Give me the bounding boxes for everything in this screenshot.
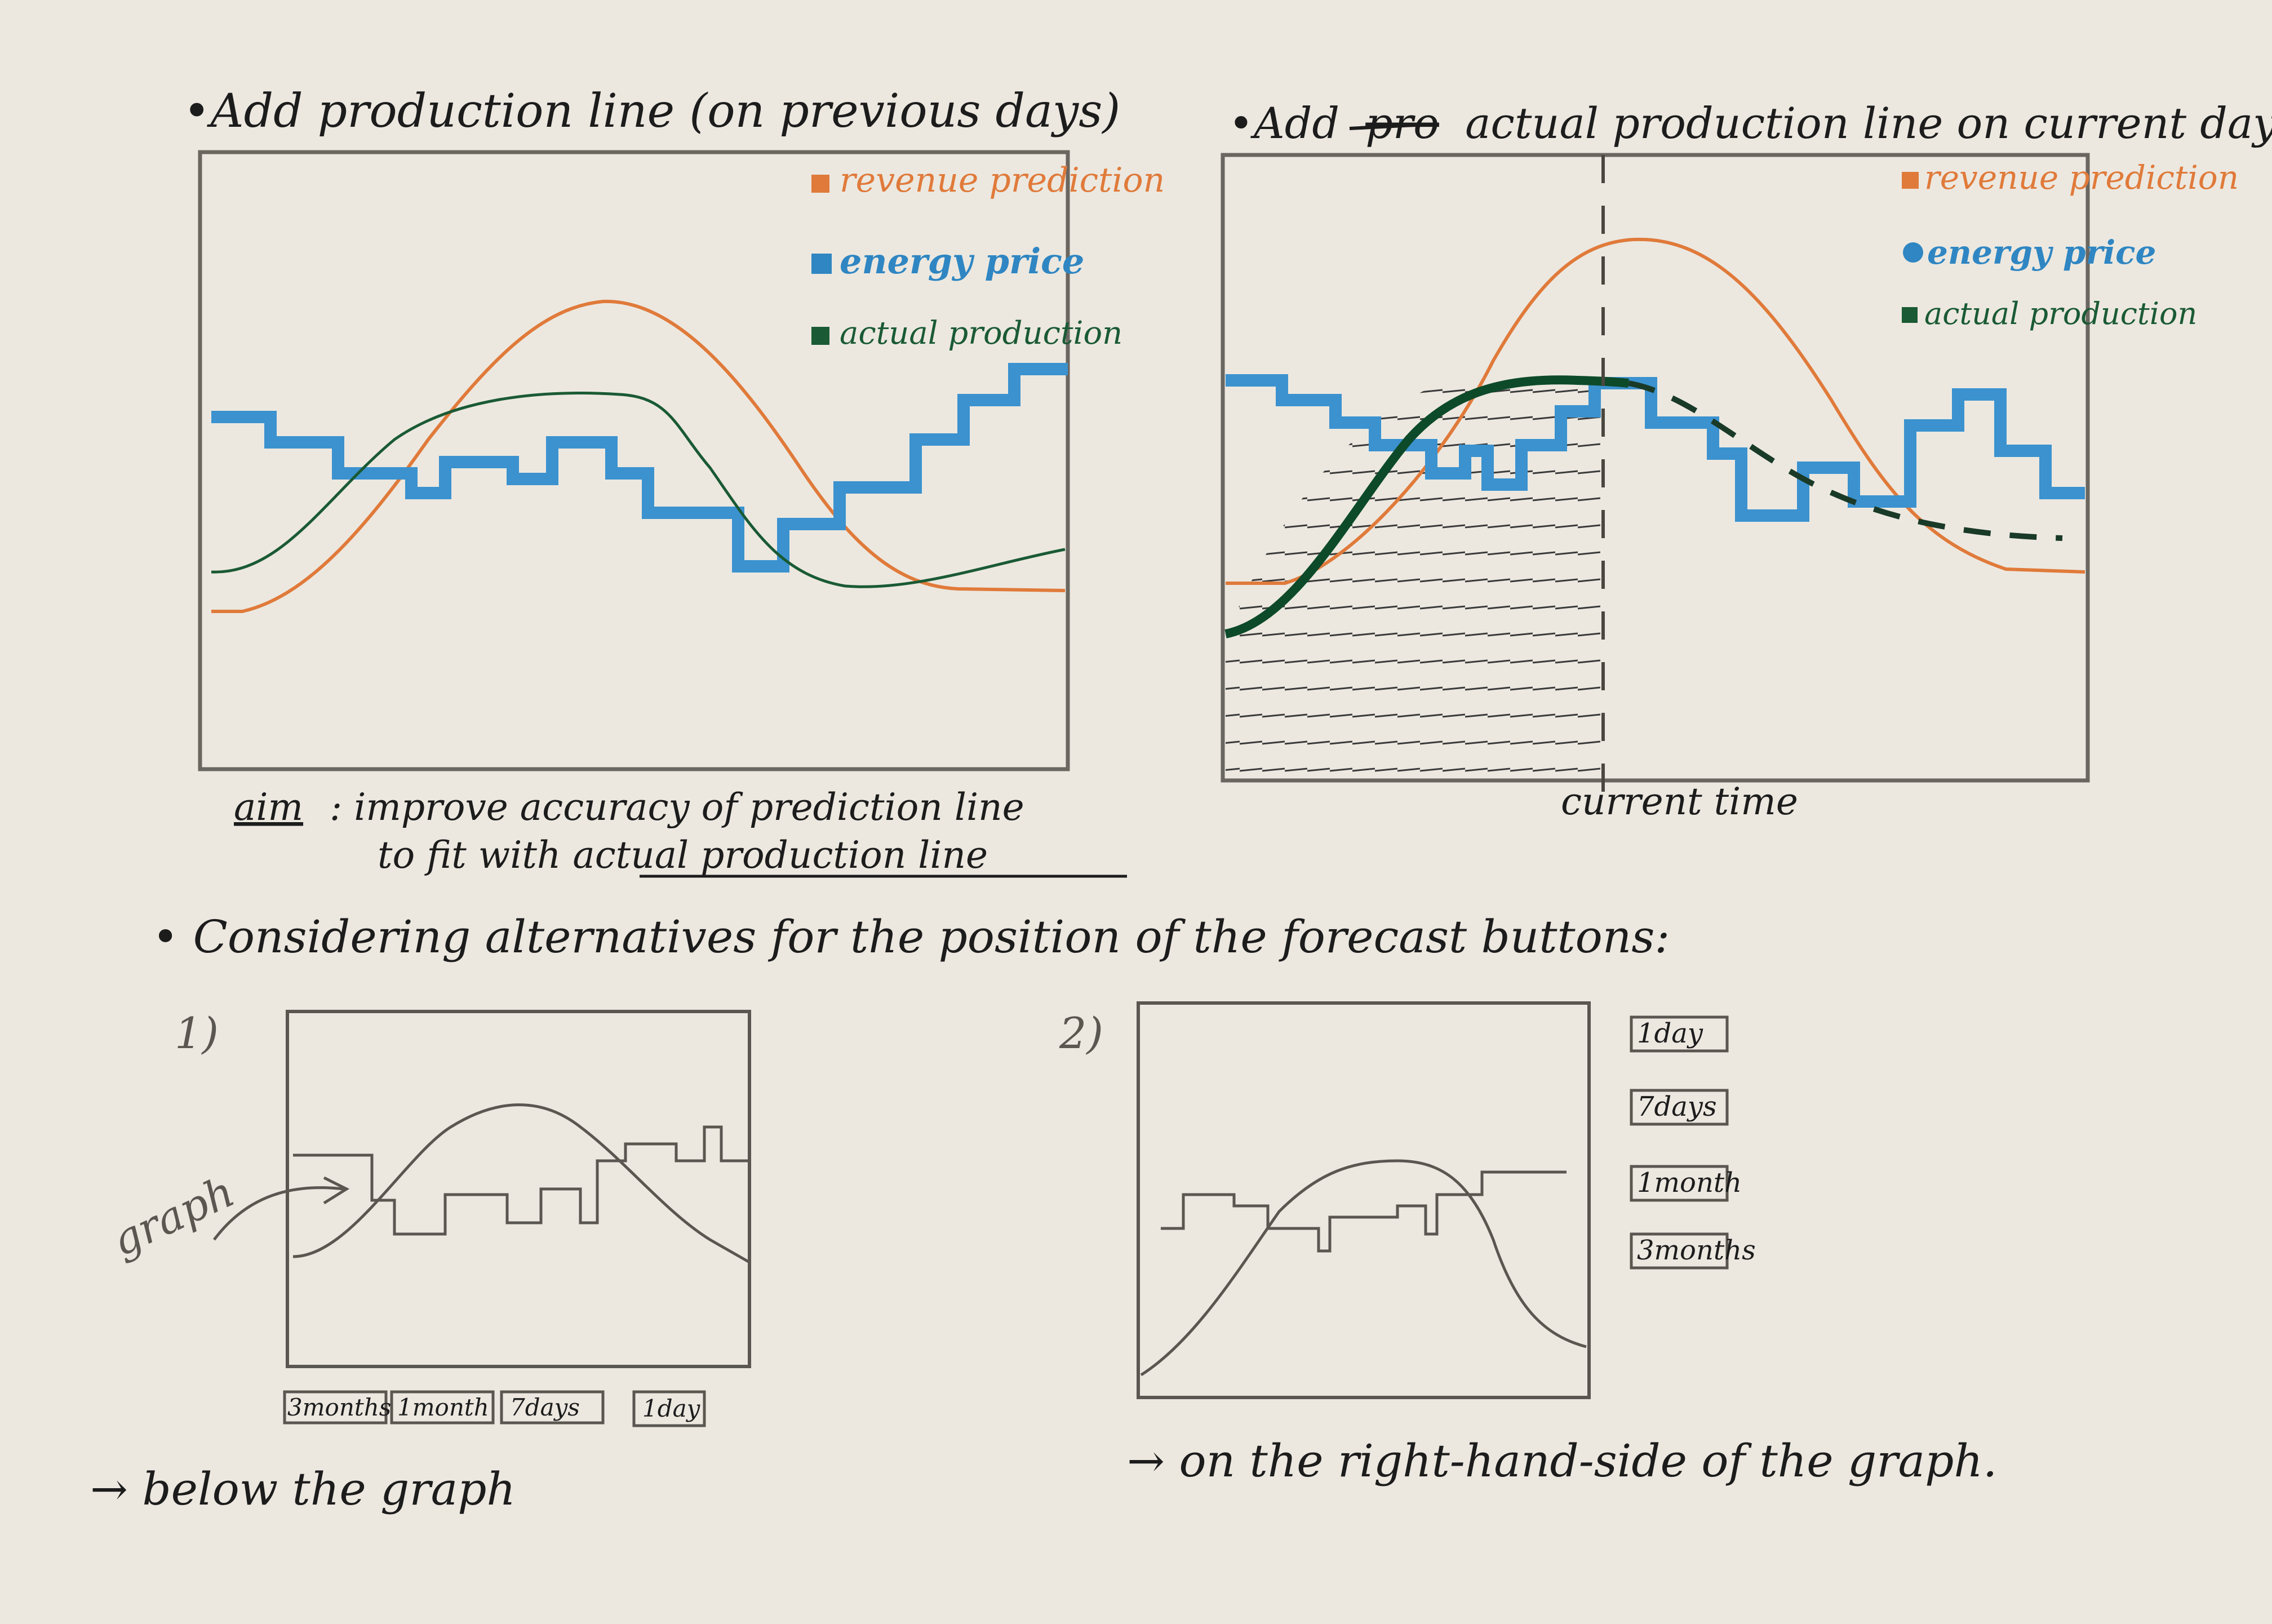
option-1-frame <box>286 1010 751 1368</box>
legend-swatch-production <box>1902 307 1918 323</box>
option-1-curve <box>292 1103 751 1264</box>
top-right-legend: revenue prediction energy price actual p… <box>1902 158 2239 331</box>
top-right-heading-struck: pro <box>1365 98 1439 148</box>
actual-production-curve <box>1224 375 1629 638</box>
revenue-curve <box>211 299 1066 613</box>
forecast-button-3months[interactable]: 3months <box>1630 1232 1756 1270</box>
aim-line-2: to fit with actual production line <box>378 833 988 877</box>
forecast-button-3months[interactable]: 3months <box>283 1390 391 1425</box>
option-2-number: 2) <box>1059 1008 1103 1058</box>
aim-label: aim <box>234 786 303 829</box>
forecast-button-1month[interactable]: 1month <box>390 1390 495 1425</box>
legend-swatch-revenue <box>1902 172 1919 189</box>
revenue-curve <box>1226 237 2085 585</box>
legend-swatch-energy <box>811 254 832 274</box>
option-1-buttons: 3months 1month 7days 1day <box>283 1390 706 1427</box>
aim-note: aim : improve accuracy of prediction lin… <box>234 786 1127 878</box>
forecast-button-3months-label: 3months <box>1637 1235 1756 1266</box>
forecast-button-7days-label: 7days <box>510 1394 580 1421</box>
top-right-frame <box>1221 153 2090 783</box>
option-1-number: 1) <box>175 1008 219 1058</box>
option-2-sketch: 2) 1day 7days 1month 3months → on the ri… <box>1059 1001 1997 1487</box>
forecast-button-1month-label: 1month <box>397 1394 489 1421</box>
legend-swatch-production <box>811 327 829 345</box>
option-2-caption: → on the right-hand-side of the graph. <box>1127 1435 1997 1487</box>
graph-arrow <box>213 1176 350 1241</box>
option-1-caption: → below the graph <box>90 1463 516 1515</box>
legend-revenue-label: revenue prediction <box>840 161 1165 200</box>
forecast-button-1month[interactable]: 1month <box>1630 1165 1742 1202</box>
top-right-heading: •Add pro actual production line on curre… <box>1228 98 2272 148</box>
top-left-heading: •Add production line (on previous days) <box>183 85 1120 138</box>
forecast-button-1day[interactable]: 1day <box>632 1390 706 1427</box>
top-left-legend: revenue prediction energy price actual p… <box>811 161 1165 352</box>
forecast-button-7days-label: 7days <box>1637 1091 1717 1122</box>
forecast-button-1month-label: 1month <box>1637 1167 1742 1199</box>
legend-energy-label: energy price <box>1927 233 2156 272</box>
forecast-button-7days[interactable]: 7days <box>1630 1089 1729 1126</box>
legend-production-label: actual production <box>1924 296 2197 331</box>
energy-price-step <box>211 363 1068 573</box>
top-right-heading-rest: actual production line on current day <box>1465 98 2272 148</box>
legend-swatch-revenue <box>811 175 829 193</box>
forecast-button-1day[interactable]: 1day <box>1630 1015 1729 1053</box>
aim-line-1: : improve accuracy of prediction line <box>330 786 1024 829</box>
actual-production-curve <box>211 392 1066 588</box>
current-time-label: current time <box>1561 780 1798 823</box>
strike-through-mark <box>1349 123 1415 130</box>
option-2-frame <box>1137 1001 1591 1399</box>
top-left-frame <box>198 150 1070 771</box>
option-2-buttons: 1day 7days 1month 3months <box>1630 1015 1756 1270</box>
top-left-panel: •Add production line (on previous days) … <box>183 85 1165 771</box>
forecast-button-1day-label: 1day <box>1637 1018 1703 1049</box>
production-forecast-dashed <box>1628 380 2063 541</box>
forecast-button-1day-label: 1day <box>642 1395 701 1422</box>
option-1-step <box>293 1125 749 1236</box>
top-right-heading-prefix: •Add <box>1228 98 1339 148</box>
forecast-button-3months-label: 3months <box>287 1394 391 1421</box>
option-2-curve <box>1140 1159 1587 1377</box>
option-2-step <box>1161 1170 1567 1253</box>
forecast-button-7days[interactable]: 7days <box>500 1390 605 1425</box>
legend-swatch-energy <box>1903 242 1923 263</box>
alternatives-heading: • Considering alternatives for the posit… <box>152 911 1670 963</box>
legend-production-label: actual production <box>840 315 1122 352</box>
legend-energy-label: energy price <box>840 241 1084 282</box>
legend-revenue-label: revenue prediction <box>1924 158 2239 197</box>
